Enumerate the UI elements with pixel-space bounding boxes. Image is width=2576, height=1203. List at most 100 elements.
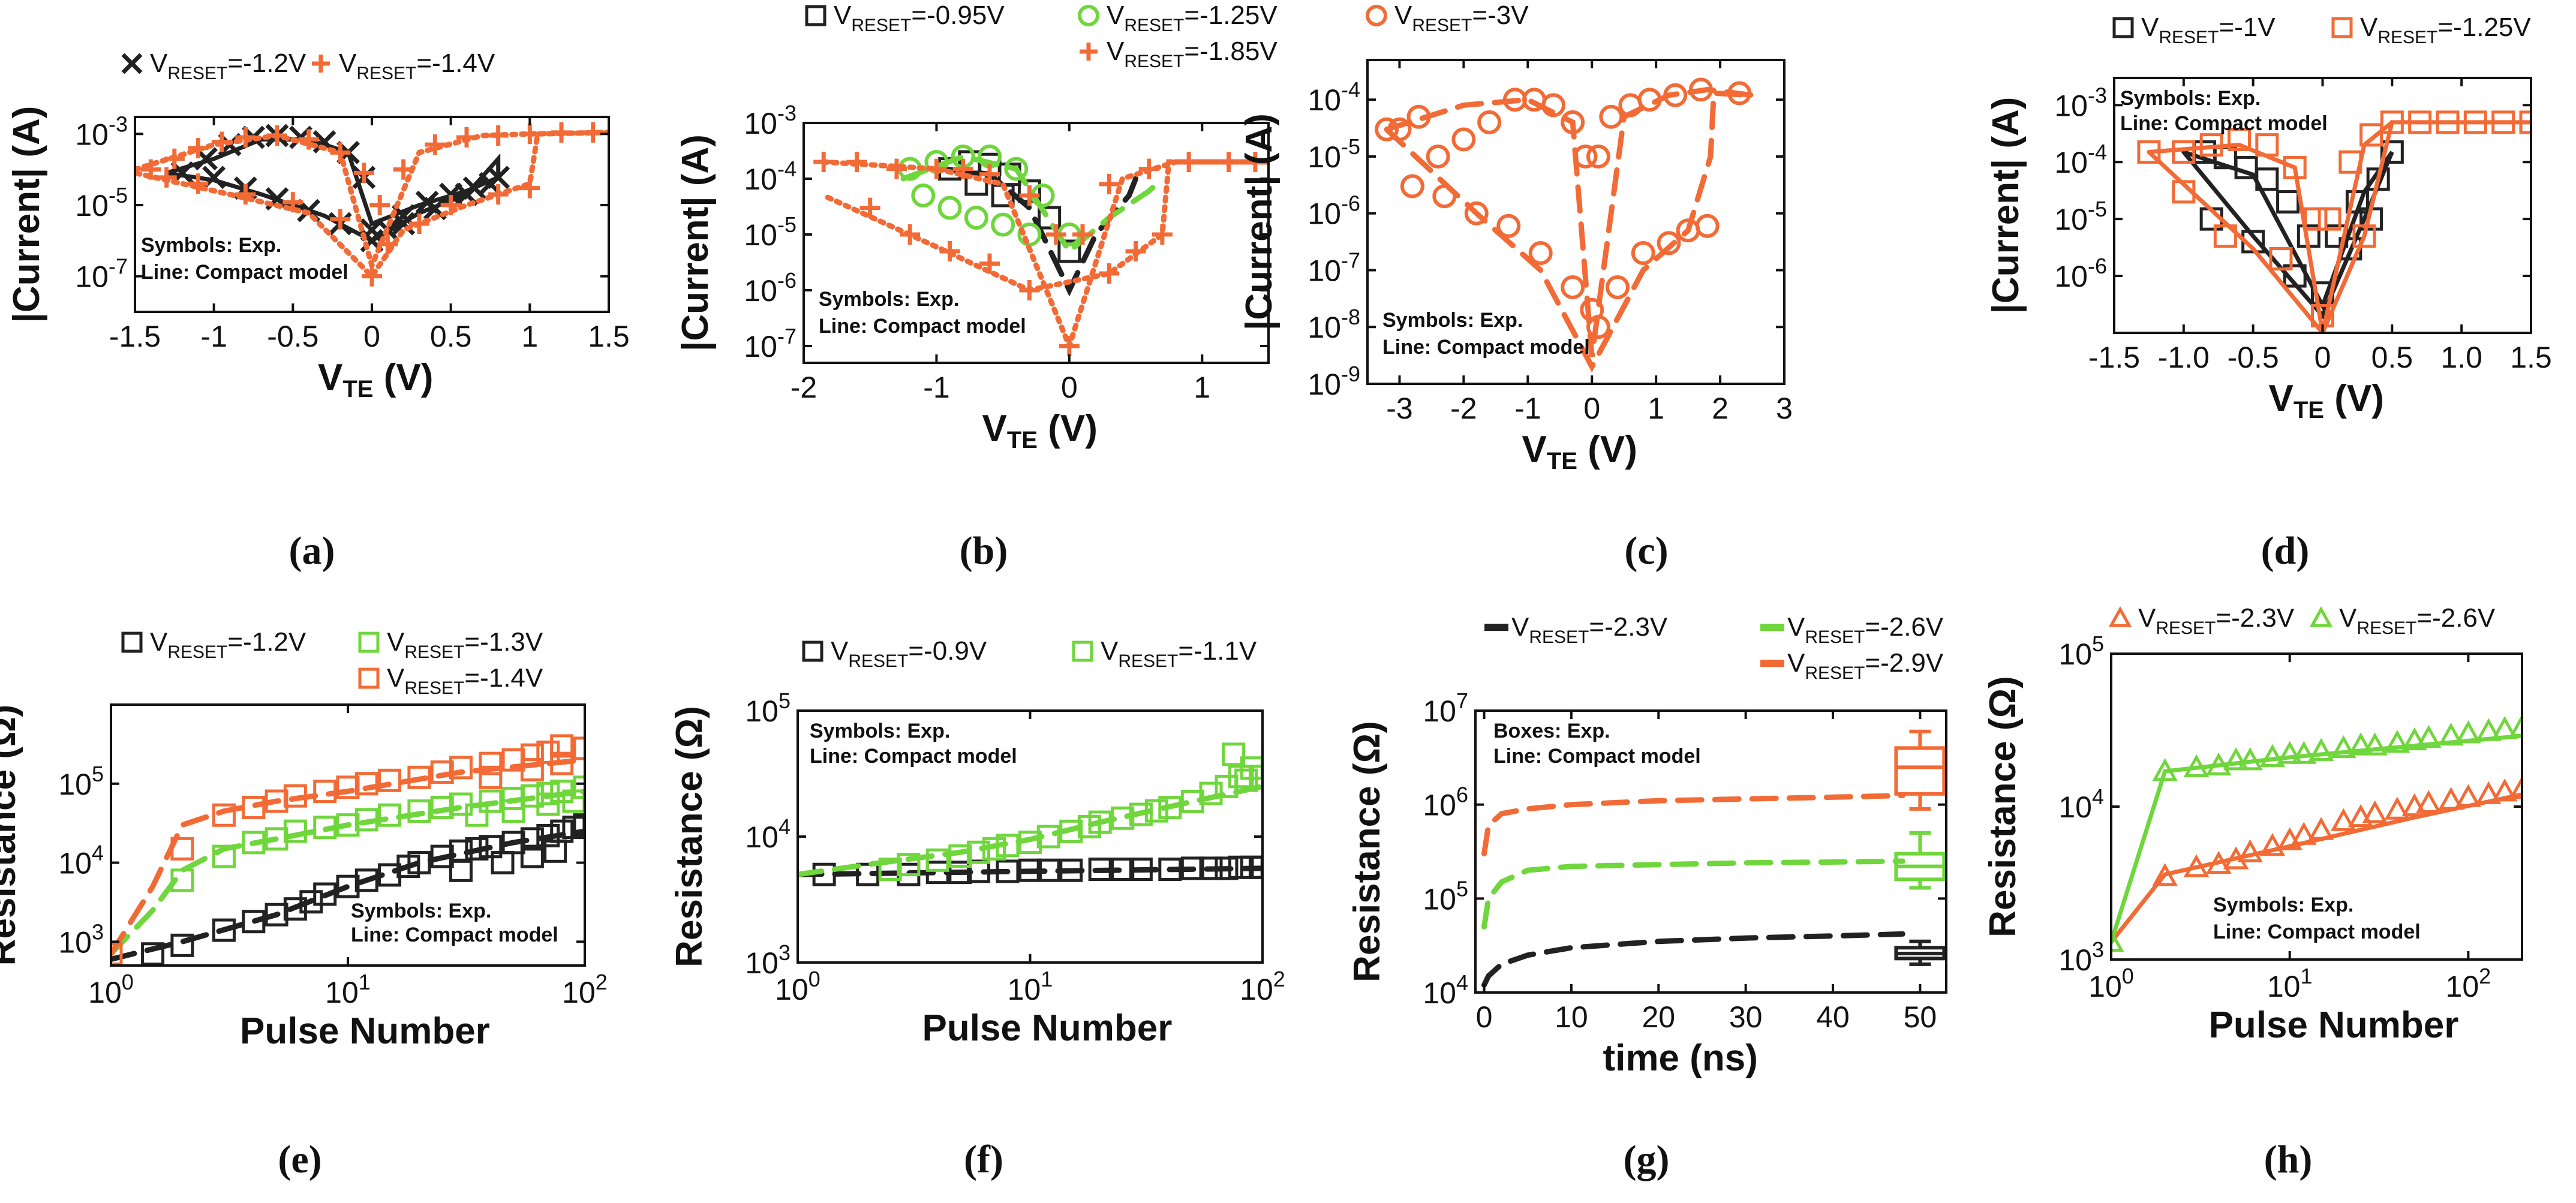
ytick-label-b-3-exp: -4 [777, 157, 796, 181]
point-h-0-15 [2416, 790, 2442, 813]
note-h-0: Symbols: Exp. [2213, 894, 2353, 916]
ytick-label-c-0-exp: -9 [1341, 362, 1360, 386]
point-h-0-16 [2438, 787, 2464, 810]
point-e-0-6 [283, 897, 307, 921]
legend-swatch-d-0 [2112, 17, 2134, 38]
ytick-label-g-0-exp: 4 [1456, 970, 1468, 995]
point-e-1-18 [573, 775, 585, 799]
point-e-1-9 [378, 803, 402, 827]
legend-swatch-b-0 [805, 5, 826, 26]
caption-h: (h) [2264, 1138, 2313, 1181]
legend-label-f-0-tail: =-0.9V [908, 636, 987, 666]
curve-f-0 [798, 865, 1263, 877]
series-f-1 [798, 742, 1263, 882]
ytick-label-d-0-exp: -6 [2088, 254, 2107, 278]
point-c-0-9 [1561, 110, 1585, 134]
ytick-label-c-1-exp: -8 [1341, 305, 1360, 329]
legend-label-a-0: VRESET=-1.2V [150, 49, 306, 83]
legend-label-f-0-sub: RESET [848, 651, 908, 671]
point-h-0-13 [2384, 796, 2410, 820]
point-e-2-5 [283, 784, 307, 808]
xlabel-f: Pulse Number [922, 1007, 1173, 1049]
point-c-0-23 [1528, 240, 1553, 265]
point-h-1-0 [2111, 928, 2124, 952]
legend-label-g-1-main: V [1787, 612, 1805, 642]
legend-label-f-1-tail: =-1.1V [1178, 636, 1257, 666]
xtick-label-g-1: 10 [1555, 1000, 1588, 1034]
legend-label-d-1: VRESET=-1.25V [2360, 13, 2531, 47]
legend-label-g-1-sub: RESET [1805, 627, 1865, 647]
ylabel-b: |Current| (A) [675, 134, 717, 351]
ytick-label-f-2-exp: 5 [778, 688, 790, 713]
point-c-0-2 [1406, 104, 1431, 129]
point-c-0-20 [1432, 184, 1457, 209]
legend-label-d-1-tail: =-1.25V [2437, 13, 2531, 42]
xlabel-c-sub: TE [1547, 448, 1577, 474]
legend-label-h-1-main: V [2339, 603, 2357, 633]
legend-swatch-a-0 [121, 53, 143, 74]
point-f-0-16 [1215, 856, 1239, 880]
point-h-1-15 [2416, 724, 2442, 748]
legend-label-d-0-tail: =-1V [2219, 13, 2276, 42]
ytick-label-a-2: 10-3 [75, 112, 128, 151]
point-e-2-7 [336, 775, 360, 799]
ytick-label-b-0-exp: -7 [777, 324, 796, 348]
ytick-label-f-1-base: 10 [745, 820, 778, 854]
ytick-label-c-5-base: 10 [1307, 83, 1341, 117]
xtick-label-f-2-base: 10 [1240, 973, 1273, 1006]
curve-e-2 [111, 757, 585, 957]
plot-frame-b [802, 122, 1270, 364]
curve-f-1 [798, 783, 1263, 877]
ytick-label-h-0-base: 10 [2058, 943, 2092, 977]
point-e-2-9 [378, 768, 402, 792]
legend-label-c-0-tail: =-3V [1472, 1, 1529, 30]
point-h-0-11 [2347, 804, 2374, 828]
legend-swatch-e-1 [358, 631, 380, 653]
ytick-label-g-2-exp: 6 [1456, 783, 1468, 807]
point-h-1-12 [2362, 732, 2388, 756]
point-e-0-20 [536, 823, 560, 847]
series-g-2 [1481, 729, 1946, 857]
point-h-1-2 [2183, 754, 2210, 778]
point-c-0-21 [1464, 201, 1489, 225]
point-e-0-17 [479, 835, 503, 859]
series-d-0 [2172, 140, 2404, 320]
xtick-label-e-2: 102 [562, 970, 608, 1009]
point-a-1-24 [282, 192, 303, 213]
point-h-1-19 [2491, 716, 2518, 739]
ylabel-h: Resistance (Ω) [1982, 676, 2024, 937]
legend-swatch-b-2 [1080, 43, 1098, 61]
point-b-2-19 [979, 253, 1000, 274]
point-b-1-9 [964, 206, 988, 230]
legend-swatch-f-0 [802, 640, 823, 662]
xlabel-b-tail: (V) [1038, 408, 1098, 449]
point-b-2-15 [1152, 224, 1173, 245]
point-d-0-11 [2380, 140, 2404, 164]
xtick-label-h-1-base: 10 [2267, 970, 2301, 1003]
legend-label-a-1-sub: RESET [356, 64, 416, 83]
legend-label-a-1-main: V [339, 49, 357, 78]
legend-label-h-0-main: V [2138, 603, 2156, 633]
point-d-1-17 [2352, 224, 2376, 248]
point-e-0-3 [212, 918, 236, 942]
series-f-0 [798, 855, 1263, 886]
point-e-2-21 [550, 751, 574, 775]
point-c-0-30 [1695, 213, 1720, 238]
point-e-1-5 [283, 819, 307, 843]
series-a-1 [135, 122, 609, 287]
point-d-1-8 [2318, 207, 2341, 231]
point-f-0-13 [1158, 858, 1182, 882]
legend-swatch-d-1 [2331, 17, 2353, 38]
ytick-label-d-3: 10-3 [2054, 83, 2107, 122]
ytick-label-c-3-exp: -6 [1341, 191, 1360, 216]
point-e-0-26 [520, 844, 544, 868]
xtick-label-h-2-base: 10 [2446, 970, 2479, 1003]
legend-label-d-1-main: V [2360, 13, 2378, 42]
note-c-0: Symbols: Exp. [1382, 309, 1523, 332]
legend-label-b-1-tail: =-1.25V [1184, 1, 1278, 30]
ytick-label-e-2-exp: 5 [92, 762, 104, 786]
point-h-0-8 [2291, 822, 2317, 845]
point-c-0-5 [1477, 110, 1502, 134]
legend-label-d-1-sub: RESET [2377, 28, 2437, 47]
